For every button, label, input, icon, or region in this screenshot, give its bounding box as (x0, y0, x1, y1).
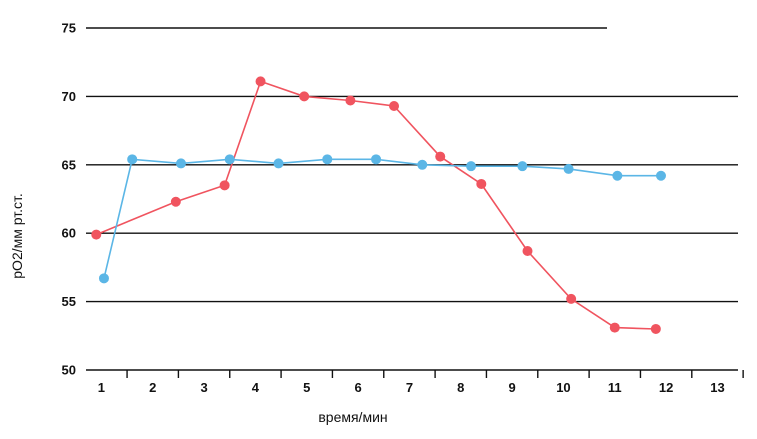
x-tick-label: 2 (149, 380, 156, 395)
y-tick-label: 60 (62, 226, 76, 241)
series-1-point (609, 322, 620, 333)
x-tick-label: 6 (354, 380, 361, 395)
series-1-point (170, 196, 181, 207)
series-2-point (98, 273, 109, 284)
series-2-point (417, 159, 428, 170)
series-2-point (563, 163, 574, 174)
series-2-point (273, 158, 284, 169)
y-tick-label: 70 (62, 89, 76, 104)
series-1-line (95, 80, 656, 330)
y-tick-label: 65 (62, 157, 76, 172)
series-1-point (566, 293, 577, 304)
x-tick-label: 9 (508, 380, 515, 395)
x-tick-label: 3 (200, 380, 207, 395)
x-tick-label: 10 (556, 380, 570, 395)
series-2-point (224, 154, 235, 165)
y-tick-label: 50 (62, 363, 76, 378)
series-1-point (650, 323, 661, 334)
series-2-point (517, 161, 528, 172)
series-layer (91, 76, 666, 334)
series-2-point (371, 154, 382, 165)
series-2-point (466, 161, 477, 172)
series-1-point (299, 91, 310, 102)
series-2-line (103, 158, 661, 279)
x-axis-ticks: 1 2 3 4 5 6 7 8 9 10 11 12 13 (98, 370, 744, 395)
series-2-point (655, 170, 666, 181)
series-1-point (389, 100, 400, 111)
series-1-point (345, 95, 356, 106)
x-tick-label: 12 (659, 380, 673, 395)
y-tick-label: 75 (62, 21, 76, 36)
x-tick-label: 11 (608, 380, 622, 395)
grid-lines (86, 27, 738, 371)
x-tick-label: 1 (98, 380, 105, 395)
x-tick-label: 4 (252, 380, 260, 395)
y-tick-label: 55 (62, 294, 76, 309)
series-1-point (219, 180, 230, 191)
series-2-point (322, 154, 333, 165)
series-1-point (255, 76, 266, 87)
x-tick-label: 8 (457, 380, 464, 395)
y-axis-label: pO2/мм рт.ст. (9, 193, 25, 278)
series-1-point (91, 229, 102, 240)
series-1-point (435, 151, 446, 162)
y-axis-ticks: 50 55 60 65 70 75 (62, 21, 76, 378)
series-2-point (175, 158, 186, 169)
series-2-point (612, 170, 623, 181)
x-axis-label: время/мин (318, 409, 387, 425)
series-1-point (522, 245, 533, 256)
series-2-point (127, 154, 138, 165)
x-tick-label: 5 (303, 380, 310, 395)
series-1-point (476, 178, 487, 189)
x-tick-label: 7 (406, 380, 413, 395)
x-tick-label: 13 (710, 380, 724, 395)
